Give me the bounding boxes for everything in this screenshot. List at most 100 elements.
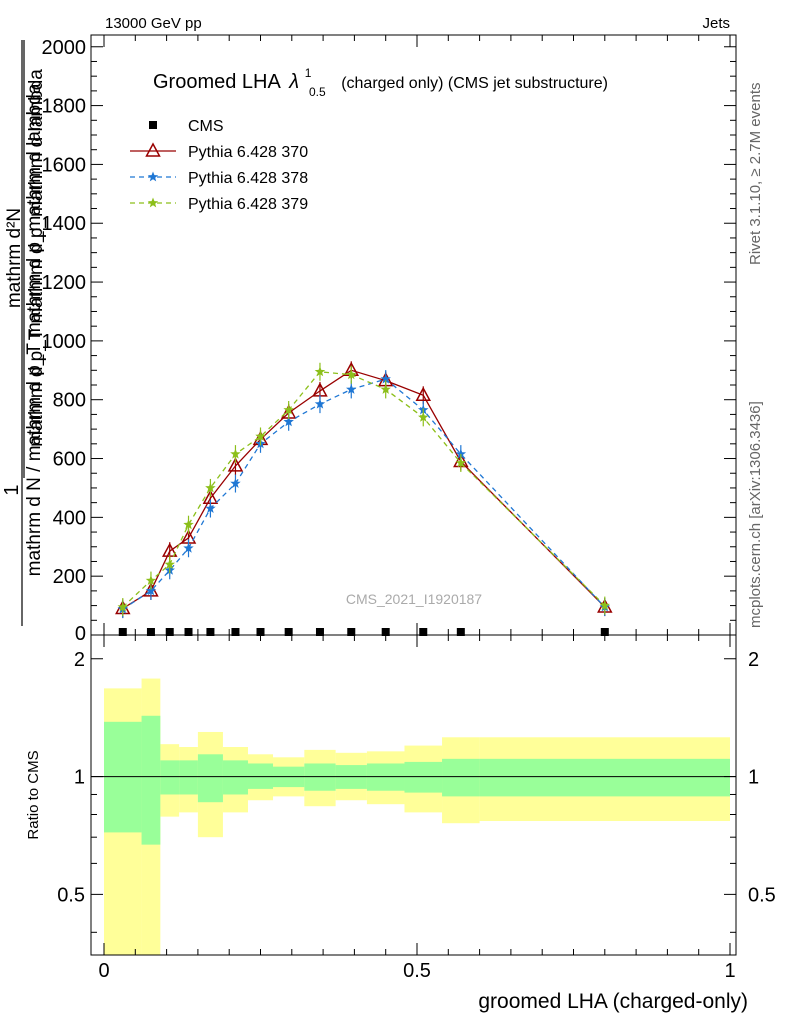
data-point — [164, 558, 175, 569]
series-line — [122, 378, 606, 610]
uncertainty-band-inner — [479, 758, 730, 797]
data-point — [184, 628, 193, 636]
uncertainty-band-inner — [104, 721, 142, 833]
uncertainty-band-inner — [304, 763, 336, 791]
data-point — [118, 628, 127, 636]
data-point — [205, 503, 216, 513]
x-axis-label: groomed LHA (charged-only) — [478, 990, 748, 1013]
data-point — [147, 197, 159, 208]
data-point — [314, 366, 326, 377]
series-1 — [115, 361, 613, 618]
legend: CMS Pythia 6.428 370 Pythia 6.428 378 Pythi… — [130, 118, 308, 213]
y-tick-label: 1000 — [42, 331, 87, 353]
header-right: Jets — [702, 15, 730, 32]
data-point — [599, 600, 610, 610]
legend-entry: Pythia 6.428 378 — [130, 170, 308, 187]
data-point — [256, 628, 265, 636]
ylabel-denominator: mathrm d N / mathrm d p_T mathrm d p_mat… — [24, 83, 45, 576]
data-point — [230, 448, 241, 459]
data-point — [346, 369, 357, 380]
ratio-panel: 0.5 0.51 12 2 0 0.5 1 Ratio to CMS groomed LH… — [25, 634, 776, 1013]
legend-entry: Pythia 6.428 370 — [130, 142, 308, 161]
data-point — [381, 628, 390, 636]
uncertainty-band-inner — [179, 760, 198, 795]
ratio-y-tick-label: 0.5 — [57, 884, 85, 906]
legend-label: Pythia 6.428 370 — [188, 144, 308, 161]
main-series — [115, 361, 613, 636]
uncertainty-band-inner — [197, 754, 223, 803]
y-tick-label: 600 — [53, 449, 86, 471]
x-tick-label: 1 — [724, 960, 735, 982]
data-point — [117, 601, 128, 612]
data-point — [283, 404, 294, 415]
ratio-frame — [90, 634, 737, 956]
ratio-y-tick-label: 1 — [74, 767, 85, 789]
data-point — [380, 373, 391, 384]
data-point — [315, 628, 324, 636]
ratio-ylabel: Ratio to CMS — [25, 750, 42, 839]
y-tick-label: 1400 — [42, 213, 87, 235]
series-line — [122, 369, 606, 610]
legend-label: CMS — [188, 118, 224, 135]
y-tick-label: 1200 — [42, 272, 87, 294]
ratio-y-ticks: 0.5 0.5 1 1 2 2 — [57, 649, 776, 933]
data-point — [455, 448, 467, 459]
main-y-ticks: 200 400 600 800 1000 1200 1400 1600 1800 2000 0 — [42, 37, 736, 645]
ratio-y-tick-label-right: 2 — [748, 649, 759, 671]
data-point — [314, 398, 326, 409]
data-point — [283, 416, 294, 427]
ylabel-inner-denominator: mathrm d p_T mathrm d p_mathrm d lambda — [26, 69, 47, 447]
chart-title: Groomed LHA λ 1 0.5 (charged only) (CMS … — [153, 60, 608, 101]
data-point — [145, 585, 157, 596]
y-tick-label: 1600 — [42, 154, 87, 176]
uncertainty-band-inner — [366, 763, 405, 791]
data-point — [165, 628, 174, 636]
data-point — [231, 628, 240, 636]
main-panel: 200 400 600 800 1000 1200 1400 1600 1800 2000 0 Gr… — [1, 34, 737, 645]
legend-label: Pythia 6.428 378 — [188, 170, 308, 187]
data-point — [456, 628, 465, 636]
uncertainty-band-inner — [222, 760, 248, 795]
x-tick-label: 0 — [98, 960, 109, 982]
data-point — [600, 628, 609, 636]
ratio-x-ticks: 0 0.5 1 — [98, 635, 736, 982]
data-point — [347, 628, 356, 636]
y-tick-label: 0 — [75, 623, 86, 645]
ratio-y-tick-label-right: 0.5 — [748, 884, 776, 906]
y-tick-label: 2000 — [42, 37, 87, 59]
x-tick-label: 0.5 — [403, 960, 431, 982]
ratio-y-tick-label: 2 — [74, 649, 85, 671]
data-point — [149, 121, 157, 129]
series-2 — [117, 370, 610, 619]
y-tick-label: 200 — [53, 566, 86, 588]
data-point — [145, 575, 157, 585]
data-point — [147, 171, 159, 182]
y-tick-label: 1800 — [42, 96, 87, 118]
rivet-label: Rivet 3.1.10, ≥ 2.7M events — [747, 83, 764, 266]
data-point — [346, 383, 357, 394]
uncertainty-band-inner — [141, 715, 161, 845]
ylabel-inner-numerator: mathrm d²N — [4, 208, 25, 308]
header-left: 13000 GeV pp — [105, 15, 202, 32]
data-point — [227, 457, 244, 472]
series-0 — [118, 628, 609, 636]
uncertainty-band-inner — [404, 761, 443, 793]
data-point — [455, 457, 467, 468]
legend-entry: Pythia 6.428 379 — [130, 196, 308, 213]
data-point — [146, 628, 155, 636]
ylabel-numerator: 1 — [1, 484, 23, 495]
data-point — [183, 542, 194, 553]
data-point — [415, 386, 432, 402]
ratio-y-tick-label-right: 1 — [748, 767, 759, 789]
analysis-watermark: CMS_2021_I1920187 — [346, 591, 482, 607]
y-tick-label: 800 — [53, 390, 86, 412]
series-line — [122, 371, 606, 608]
uncertainty-band-inner — [442, 758, 480, 797]
data-point — [230, 478, 241, 488]
data-point — [380, 383, 391, 394]
data-point — [145, 142, 161, 157]
data-point — [183, 519, 194, 530]
mcplots-label: mcplots.cern.ch [arXiv:1306.3436] — [747, 401, 764, 628]
legend-entry: CMS — [149, 118, 224, 135]
